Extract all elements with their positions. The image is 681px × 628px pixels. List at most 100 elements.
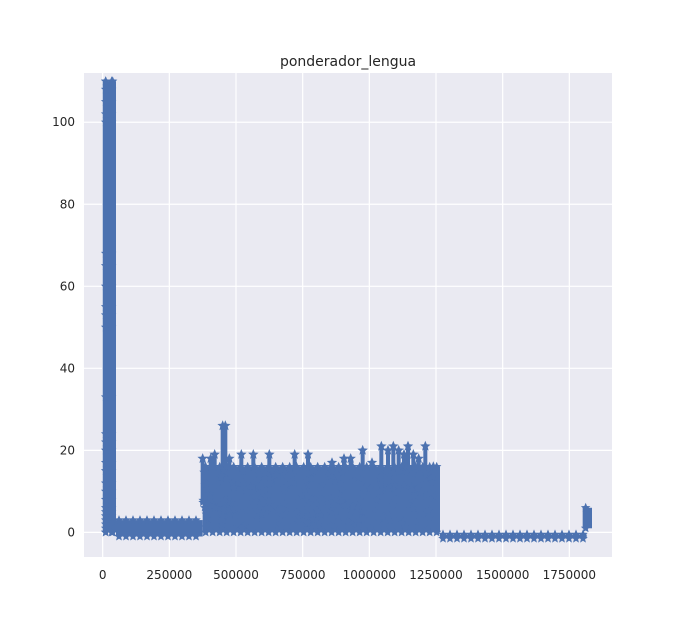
- star-marker: [273, 522, 282, 531]
- star-marker: [170, 515, 180, 525]
- star-marker: [100, 109, 111, 119]
- star-marker: [305, 527, 316, 537]
- star-marker: [255, 482, 264, 491]
- star-marker: [420, 440, 431, 451]
- star-marker: [344, 499, 353, 508]
- star-marker: [100, 248, 111, 258]
- star-marker: [319, 527, 330, 537]
- star-marker: [328, 504, 337, 513]
- star-marker: [340, 527, 351, 537]
- star-marker: [291, 527, 302, 537]
- star-marker: [100, 301, 111, 311]
- star-marker: [385, 471, 394, 480]
- star-marker: [149, 515, 159, 525]
- star-marker: [106, 445, 117, 455]
- star-marker: [269, 501, 279, 510]
- star-marker: [410, 527, 421, 537]
- star-marker: [235, 527, 246, 537]
- star-marker: [274, 514, 284, 523]
- star-marker: [305, 481, 315, 490]
- star-marker: [280, 487, 289, 496]
- star-marker: [372, 495, 381, 504]
- x-tick-label: 750000: [280, 568, 326, 582]
- star-marker: [508, 533, 518, 543]
- star-marker: [398, 518, 407, 527]
- star-marker: [473, 533, 483, 543]
- star-marker: [253, 487, 262, 496]
- star-marker: [121, 515, 131, 525]
- star-marker: [149, 531, 159, 541]
- star-marker: [408, 499, 418, 509]
- star-marker: [383, 509, 393, 518]
- star-marker: [249, 461, 260, 471]
- star-marker: [580, 523, 591, 533]
- star-marker: [242, 506, 252, 515]
- star-marker: [389, 527, 400, 537]
- star-marker: [170, 531, 180, 541]
- star-marker: [242, 527, 253, 537]
- star-marker: [376, 478, 386, 487]
- star-marker: [427, 477, 437, 487]
- star-marker: [106, 117, 117, 127]
- star-marker: [390, 480, 400, 489]
- star-marker: [308, 514, 317, 523]
- star-marker: [106, 76, 117, 86]
- star-marker: [229, 483, 239, 492]
- star-marker: [211, 509, 221, 518]
- star-marker: [331, 506, 341, 515]
- star-marker: [268, 466, 277, 475]
- star-marker: [307, 468, 316, 477]
- y-tick-label: 20: [60, 443, 75, 457]
- star-marker: [281, 503, 291, 512]
- star-marker: [395, 467, 404, 476]
- star-marker: [411, 508, 420, 517]
- star-marker: [359, 514, 368, 523]
- star-marker: [413, 484, 422, 493]
- star-marker: [330, 522, 339, 531]
- star-marker: [100, 84, 111, 94]
- star-marker: [376, 440, 387, 451]
- star-marker: [202, 478, 211, 487]
- star-marker: [336, 479, 346, 488]
- star-marker: [197, 453, 208, 463]
- star-marker: [220, 420, 231, 431]
- star-marker: [224, 453, 235, 463]
- star-marker: [355, 495, 365, 504]
- star-marker: [212, 481, 222, 490]
- chart-title: ponderador_lengua: [280, 54, 416, 70]
- star-marker: [398, 449, 410, 459]
- star-marker: [536, 533, 546, 543]
- star-marker: [349, 476, 358, 485]
- star-marker: [337, 485, 347, 494]
- star-marker: [100, 457, 111, 467]
- star-marker: [220, 495, 229, 504]
- star-marker: [543, 533, 553, 543]
- star-marker: [248, 449, 259, 459]
- star-marker: [106, 310, 117, 319]
- y-tick-label: 0: [67, 525, 75, 539]
- star-marker: [393, 444, 404, 455]
- star-marker: [100, 96, 111, 106]
- star-marker: [245, 493, 255, 502]
- star-marker: [375, 461, 386, 471]
- star-marker: [288, 518, 298, 527]
- y-tick-label: 60: [60, 279, 75, 293]
- star-marker: [236, 449, 247, 459]
- star-marker: [428, 472, 437, 481]
- star-marker: [290, 509, 300, 518]
- star-marker: [277, 504, 287, 513]
- star-marker: [426, 488, 436, 497]
- star-marker: [515, 533, 525, 543]
- star-marker: [205, 453, 216, 463]
- star-marker: [191, 531, 201, 541]
- y-axis-ticks: 0 20 40 60 80 100: [52, 115, 75, 539]
- star-marker: [333, 461, 344, 471]
- star-marker: [408, 469, 418, 478]
- star-marker: [106, 465, 117, 475]
- star-marker: [100, 486, 111, 496]
- star-marker: [355, 473, 364, 482]
- star-marker: [114, 515, 124, 525]
- star-marker: [391, 488, 401, 497]
- star-marker: [382, 527, 393, 537]
- y-tick-label: 80: [60, 197, 75, 211]
